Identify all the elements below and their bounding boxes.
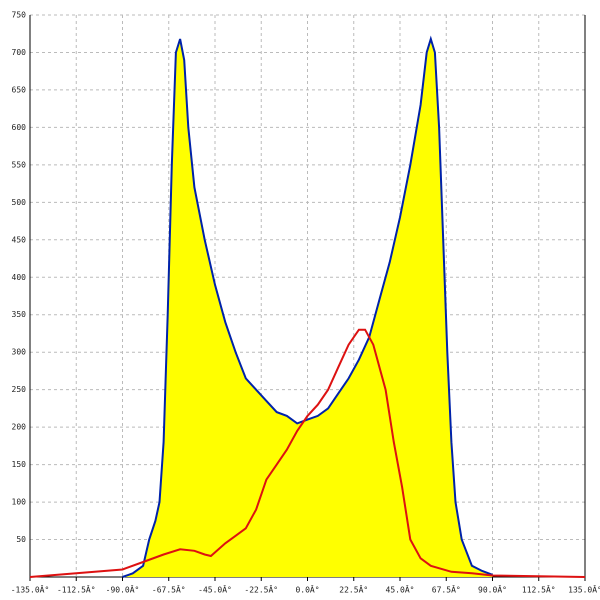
y-tick-label: 200 bbox=[12, 423, 27, 432]
y-tick-label: 750 bbox=[12, 11, 27, 20]
x-tick-label: 90.0Â° bbox=[478, 584, 507, 595]
x-tick-label: 112.5Â° bbox=[522, 584, 556, 595]
x-tick-label: -90.0Â° bbox=[106, 584, 140, 595]
y-tick-label: 550 bbox=[12, 160, 27, 169]
x-tick-label: -45.0Â° bbox=[198, 584, 232, 595]
y-tick-label: 250 bbox=[12, 385, 27, 394]
area bbox=[122, 39, 493, 577]
y-tick-label: 350 bbox=[12, 310, 27, 319]
y-tick-label: 600 bbox=[12, 123, 27, 132]
x-tick-label: 45.0Â° bbox=[386, 584, 415, 595]
x-tick-label: 135.0Â° bbox=[568, 584, 600, 595]
x-tick-label: 0.0Â° bbox=[295, 584, 319, 595]
y-tick-label: 500 bbox=[12, 198, 27, 207]
y-tick-label: 450 bbox=[12, 235, 27, 244]
y-tick-label: 50 bbox=[16, 535, 26, 544]
x-tick-label: -135.0Â° bbox=[11, 584, 50, 595]
y-tick-label: 100 bbox=[12, 498, 27, 507]
y-tick-label: 150 bbox=[12, 460, 27, 469]
line bbox=[29, 328, 586, 578]
x-tick-label: -67.5Â° bbox=[152, 584, 186, 595]
x-tick-label: 67.5Â° bbox=[432, 584, 461, 595]
x-tick-label: 22.5Â° bbox=[339, 584, 368, 595]
y-tick-label: 300 bbox=[12, 348, 27, 357]
x-tick-label: -22.5Â° bbox=[244, 584, 278, 595]
y-tick-label: 400 bbox=[12, 273, 27, 282]
x-tick-label: -112.5Â° bbox=[57, 584, 96, 595]
line bbox=[122, 35, 493, 578]
y-tick-label: 650 bbox=[12, 85, 27, 94]
y-tick-label: 700 bbox=[12, 48, 27, 57]
